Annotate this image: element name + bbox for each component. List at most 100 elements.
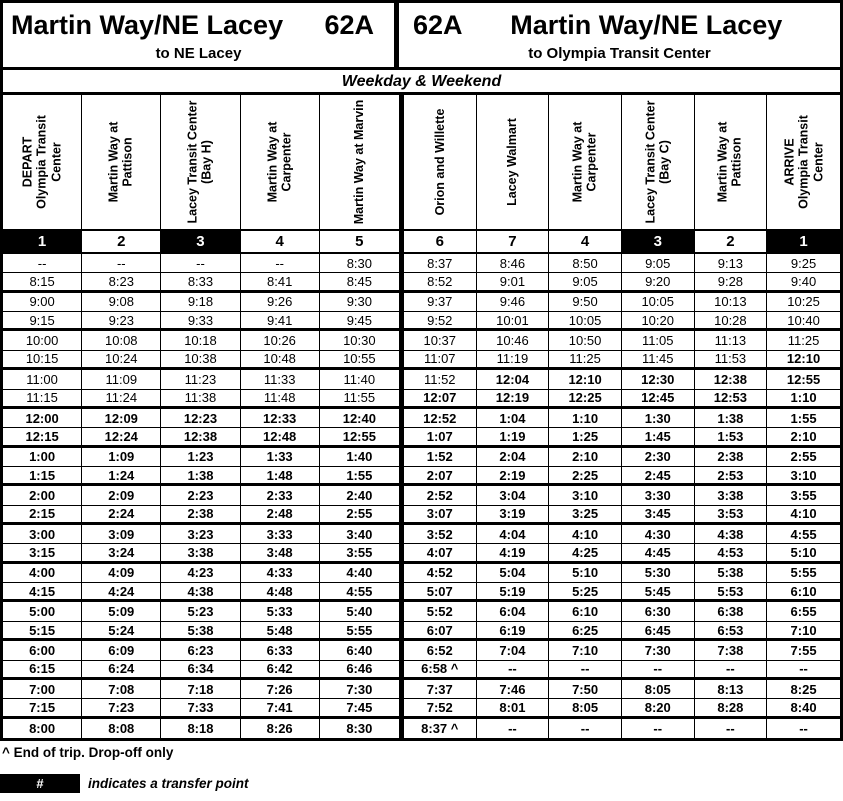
time-cell: 7:52 <box>403 699 477 719</box>
time-cell: 11:00 <box>3 370 83 390</box>
time-cell: 11:15 <box>3 389 83 409</box>
time-cell: 9:23 <box>82 312 162 332</box>
stop-number: 5 <box>319 231 404 254</box>
time-cell: 9:01 <box>476 273 550 293</box>
time-cell: 5:23 <box>161 602 241 622</box>
time-cell: 4:52 <box>403 563 477 584</box>
time-cell: 4:15 <box>3 583 83 603</box>
time-cell: 5:48 <box>240 621 320 642</box>
time-cell: 8:08 <box>82 718 162 738</box>
time-cell: 7:15 <box>3 699 83 719</box>
time-cell: 12:10 <box>767 350 840 371</box>
stop-number-transfer: 3 <box>621 231 695 254</box>
time-cell: 6:09 <box>82 641 162 661</box>
time-cell: 3:10 <box>549 486 622 506</box>
time-cell: 8:26 <box>240 718 320 738</box>
time-cell: 6:00 <box>3 641 83 661</box>
time-cell: 1:00 <box>3 447 83 467</box>
time-cell: 10:01 <box>476 312 550 332</box>
stop-header-cell: Lacey Transit Center (Bay C) <box>621 95 695 231</box>
time-cell: 1:52 <box>403 447 477 467</box>
time-cell: 8:45 <box>319 273 404 293</box>
stop-header-cell: Martin Way at Pattison <box>82 95 162 231</box>
time-cell: 6:19 <box>476 621 550 642</box>
time-cell: 4:19 <box>476 544 550 564</box>
time-cell: 3:48 <box>240 544 320 564</box>
time-cell: 6:24 <box>82 660 162 680</box>
time-cell: 11:25 <box>549 350 622 371</box>
time-cell: 10:30 <box>319 331 404 351</box>
time-cell: 8:37 ^ <box>403 718 477 738</box>
time-cell: 4:00 <box>3 563 83 584</box>
time-cell: -- <box>767 718 840 738</box>
time-cell: 1:55 <box>319 466 404 487</box>
time-cell: 9:30 <box>319 292 404 313</box>
time-cell: 1:40 <box>319 447 404 467</box>
timetable-grid: DEPART Olympia Transit Center Martin Way … <box>3 95 840 738</box>
time-cell: 7:50 <box>549 679 622 700</box>
time-cell: 4:45 <box>621 544 695 564</box>
time-cell: 6:33 <box>240 641 320 661</box>
time-cell: 11:33 <box>240 370 320 390</box>
time-cell: 4:48 <box>240 583 320 603</box>
time-cell: 7:45 <box>319 699 404 719</box>
time-cell: 1:23 <box>161 447 241 467</box>
outbound-route-name: Martin Way/NE Lacey <box>11 10 284 40</box>
time-cell: 4:24 <box>82 583 162 603</box>
time-cell: 7:08 <box>82 679 162 700</box>
time-cell: 11:24 <box>82 389 162 409</box>
time-cell: 12:25 <box>549 389 622 409</box>
time-cell: 8:46 <box>476 254 550 274</box>
time-cell: 2:15 <box>3 505 83 526</box>
time-cell: 6:34 <box>161 660 241 680</box>
time-cell: 9:20 <box>621 273 695 293</box>
time-cell: 2:10 <box>549 447 622 467</box>
time-cell: 1:25 <box>549 428 622 448</box>
time-cell: 7:10 <box>549 641 622 661</box>
time-cell: 3:55 <box>319 544 404 564</box>
time-cell: 1:24 <box>82 466 162 487</box>
time-cell: 1:45 <box>621 428 695 448</box>
time-cell: 11:52 <box>403 370 477 390</box>
time-cell: 5:38 <box>694 563 768 584</box>
stop-name: DEPART Olympia Transit Center <box>20 115 64 209</box>
inbound-direction-label: to Olympia Transit Center <box>528 45 711 62</box>
time-cell: 2:48 <box>240 505 320 526</box>
time-cell: 3:38 <box>694 486 768 506</box>
time-cell: 2:45 <box>621 466 695 487</box>
time-cell: 4:40 <box>319 563 404 584</box>
time-cell: 1:10 <box>549 408 622 429</box>
time-cell: 1:55 <box>767 408 840 429</box>
time-cell: 10:46 <box>476 331 550 351</box>
time-cell: 2:53 <box>694 466 768 487</box>
time-cell: 5:40 <box>319 602 404 622</box>
time-cell: 1:33 <box>240 447 320 467</box>
time-cell: 12:33 <box>240 408 320 429</box>
time-cell: 5:55 <box>319 621 404 642</box>
stop-header-cell: Martin Way at Carpenter <box>549 95 622 231</box>
time-cell: 12:23 <box>161 408 241 429</box>
time-cell: 7:30 <box>621 641 695 661</box>
time-cell: 6:04 <box>476 602 550 622</box>
time-cell: 3:00 <box>3 525 83 545</box>
time-cell: 4:10 <box>549 525 622 545</box>
time-cell: 5:30 <box>621 563 695 584</box>
time-cell: 3:52 <box>403 525 477 545</box>
time-cell: 6:45 <box>621 621 695 642</box>
stop-header-cell: ARRIVE Olympia Transit Center <box>767 95 840 231</box>
time-cell: 2:09 <box>82 486 162 506</box>
time-cell: 5:33 <box>240 602 320 622</box>
time-cell: 5:25 <box>549 583 622 603</box>
time-cell: 6:53 <box>694 621 768 642</box>
time-cell: 10:37 <box>403 331 477 351</box>
time-cell: 10:08 <box>82 331 162 351</box>
time-cell: 7:37 <box>403 679 477 700</box>
time-cell: 9:45 <box>319 312 404 332</box>
time-cell: 4:33 <box>240 563 320 584</box>
time-cell: 11:05 <box>621 331 695 351</box>
time-cell: 2:38 <box>161 505 241 526</box>
time-cell: 11:09 <box>82 370 162 390</box>
inbound-header-panel: 62A Martin Way/NE Lacey to Olympia Trans… <box>399 3 840 67</box>
time-cell: 11:45 <box>621 350 695 371</box>
time-cell: 1:15 <box>3 466 83 487</box>
